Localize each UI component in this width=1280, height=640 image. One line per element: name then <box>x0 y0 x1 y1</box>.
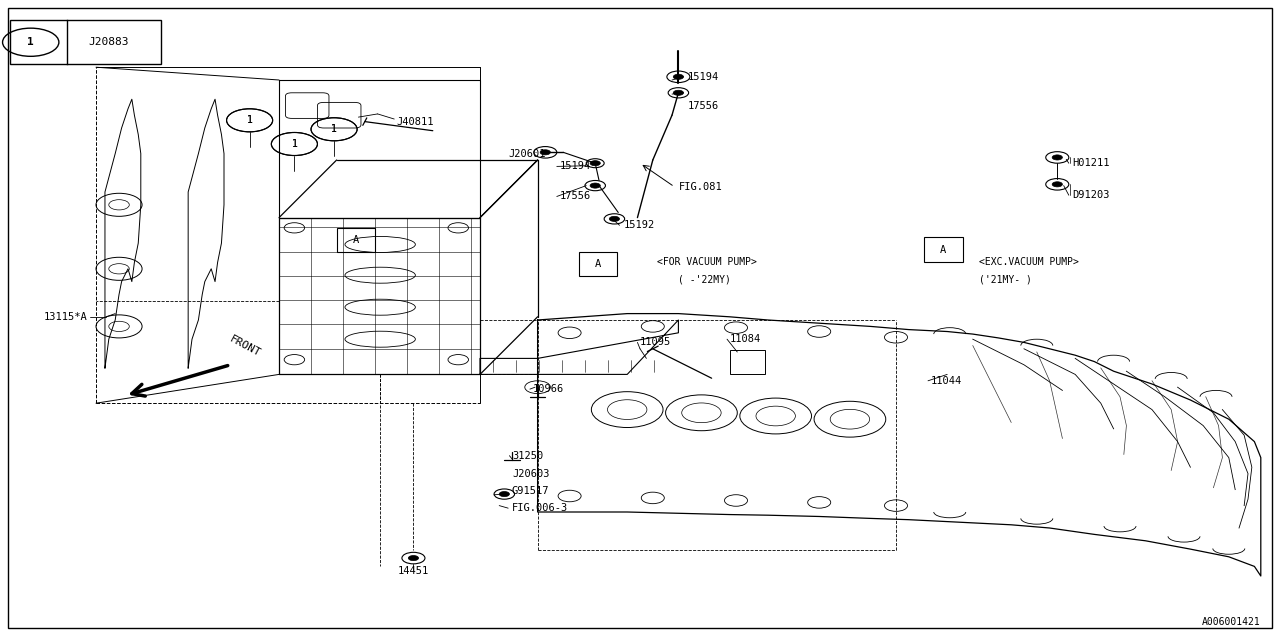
Circle shape <box>408 556 419 561</box>
Text: FIG.006-3: FIG.006-3 <box>512 503 568 513</box>
Circle shape <box>109 200 129 210</box>
Circle shape <box>540 150 550 155</box>
Text: 1: 1 <box>292 139 297 149</box>
Text: 1: 1 <box>332 124 337 134</box>
Text: J40811: J40811 <box>397 116 434 127</box>
Bar <box>337 228 375 252</box>
Text: J20601: J20601 <box>508 148 545 159</box>
Bar <box>924 237 963 262</box>
Text: 1: 1 <box>247 115 252 125</box>
Bar <box>579 252 617 276</box>
Circle shape <box>673 74 684 79</box>
Text: ('21MY- ): ('21MY- ) <box>979 275 1032 285</box>
Circle shape <box>499 492 509 497</box>
Text: 11084: 11084 <box>730 334 760 344</box>
Text: 17556: 17556 <box>687 100 718 111</box>
Circle shape <box>109 264 129 274</box>
Circle shape <box>1052 182 1062 187</box>
Bar <box>10 20 161 64</box>
Text: A: A <box>595 259 600 269</box>
Text: D91203: D91203 <box>1073 190 1110 200</box>
Text: A: A <box>941 244 946 255</box>
Text: 15194: 15194 <box>559 161 590 172</box>
Text: 1: 1 <box>27 37 35 47</box>
Text: 17556: 17556 <box>559 191 590 202</box>
Text: J20603: J20603 <box>512 468 549 479</box>
Text: 1: 1 <box>332 124 337 134</box>
Text: J20883: J20883 <box>88 37 129 47</box>
Text: H01211: H01211 <box>1073 158 1110 168</box>
Text: A006001421: A006001421 <box>1202 617 1261 627</box>
Text: 31250: 31250 <box>512 451 543 461</box>
Circle shape <box>673 90 684 95</box>
Text: <FOR VACUUM PUMP>: <FOR VACUUM PUMP> <box>657 257 756 268</box>
Text: <EXC.VACUUM PUMP>: <EXC.VACUUM PUMP> <box>979 257 1079 268</box>
Text: 1: 1 <box>292 139 297 149</box>
Text: 11044: 11044 <box>931 376 961 386</box>
Text: A: A <box>353 235 358 245</box>
Circle shape <box>1052 155 1062 160</box>
Bar <box>730 350 765 374</box>
Text: FRONT: FRONT <box>228 333 262 358</box>
Text: FIG.081: FIG.081 <box>678 182 722 192</box>
Text: 11095: 11095 <box>640 337 671 348</box>
Text: 15192: 15192 <box>623 220 654 230</box>
Circle shape <box>609 216 620 221</box>
Circle shape <box>590 161 600 166</box>
Text: G91517: G91517 <box>512 486 549 496</box>
Text: 15194: 15194 <box>687 72 718 82</box>
Text: 1: 1 <box>247 115 252 125</box>
Text: 13115*A: 13115*A <box>44 312 87 322</box>
Text: 14451: 14451 <box>398 566 429 576</box>
Text: ( -'22MY): ( -'22MY) <box>678 275 731 285</box>
Circle shape <box>109 321 129 332</box>
Circle shape <box>590 183 600 188</box>
Text: 10966: 10966 <box>532 384 563 394</box>
